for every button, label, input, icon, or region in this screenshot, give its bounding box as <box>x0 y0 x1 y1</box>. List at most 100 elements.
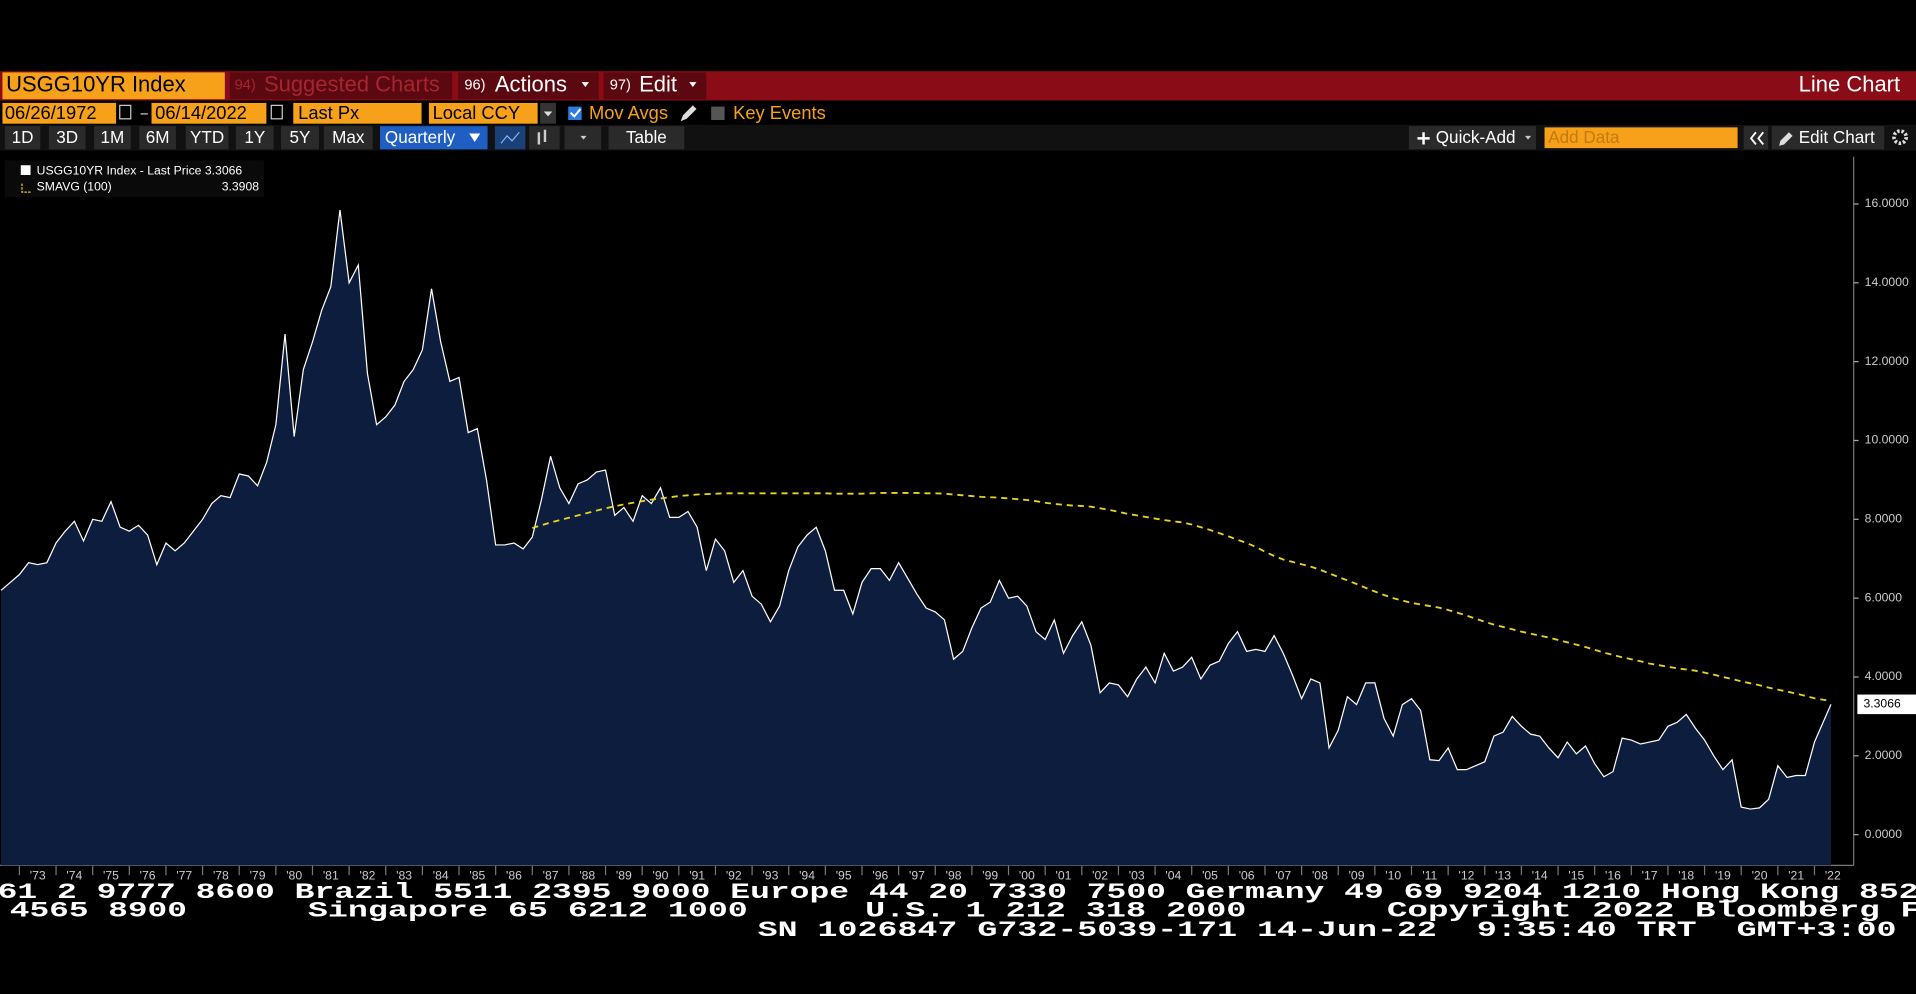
dropdown-arrow <box>580 135 587 140</box>
x-tick-label: '10 <box>1385 869 1401 883</box>
frequency-select[interactable] <box>380 126 488 150</box>
x-tick-label: '80 <box>286 869 302 883</box>
x-tick-label: '85 <box>469 869 485 883</box>
legend-swatch <box>21 183 31 193</box>
period-button[interactable] <box>94 126 131 150</box>
checkbox[interactable] <box>711 106 725 121</box>
y-tick-label: 16.0000 <box>1865 196 1909 210</box>
table: Table <box>626 128 667 147</box>
x-tick-label: '95 <box>836 869 852 883</box>
calendar-icon[interactable] <box>119 104 132 120</box>
menu-label: Actions <box>495 72 567 97</box>
tape-line: 61 2 9777 8600 Brazil 5511 2395 9000 Eur… <box>0 880 1916 905</box>
table-button[interactable] <box>608 126 685 150</box>
x-tick-label: '84 <box>433 869 449 883</box>
x-tick-label: '82 <box>359 869 375 883</box>
x-tick-label: '83 <box>396 869 412 883</box>
period-button[interactable] <box>4 126 41 150</box>
check <box>569 108 582 118</box>
menu-num: 94) <box>235 78 256 94</box>
period-button[interactable] <box>48 126 86 150</box>
period-button[interactable] <box>185 126 229 150</box>
quick-add-button[interactable] <box>1408 126 1536 150</box>
last-price-tag <box>1857 694 1916 715</box>
end-date: 06/14/2022 <box>155 102 247 123</box>
y-tick-label: 14.0000 <box>1865 275 1909 289</box>
period-button[interactable] <box>139 126 176 150</box>
plot: 0.0000 2.0000 4.0000 6.0000 8.0000 10.0000 12.… <box>0 156 1916 883</box>
line-icon-button[interactable] <box>494 126 526 150</box>
pencil-icon[interactable] <box>680 105 697 122</box>
period-label: Max <box>332 128 365 147</box>
y-tick-label: 6.0000 <box>1865 590 1903 604</box>
menu-item[interactable] <box>458 72 599 100</box>
x-tick-label: '15 <box>1568 869 1584 883</box>
date-input[interactable] <box>2 102 117 124</box>
period-label: 3D <box>56 128 78 147</box>
legend-swatch <box>20 165 31 176</box>
x-tick-label: '19 <box>1715 869 1731 883</box>
tape-segment: 4565 8900 <box>10 898 187 923</box>
x-tick-label: '03 <box>1129 869 1145 883</box>
dropdown-arrow <box>689 82 697 88</box>
x-tick-label: '05 <box>1202 869 1218 883</box>
x-tick-label: '11 <box>1422 869 1437 883</box>
legend <box>4 160 264 198</box>
period-button[interactable] <box>323 126 373 150</box>
y-tick-label: 0.0000 <box>1865 827 1903 841</box>
field-input[interactable] <box>293 102 422 124</box>
period-label: 6M <box>146 128 170 147</box>
period-button[interactable] <box>235 126 274 150</box>
quick-add: Quick-Add <box>1436 128 1516 147</box>
legend-entry: SMAVG (100) <box>37 179 112 193</box>
x-tick-label: '77 <box>176 869 192 883</box>
x-tick-label: '18 <box>1678 869 1694 883</box>
chart-kind: Line Chart <box>1799 72 1900 97</box>
gear-icon[interactable] <box>1892 129 1909 146</box>
edit-chart: Edit Chart <box>1799 128 1875 147</box>
period-label: 5Y <box>290 128 312 147</box>
currency-input[interactable] <box>428 102 538 124</box>
menu-num: 96) <box>464 78 485 94</box>
x-tick-label: '14 <box>1532 869 1548 883</box>
pencil-icon <box>1779 132 1793 146</box>
x-tick-label: '00 <box>1019 869 1035 883</box>
legend-entry: USGG10YR Index - Last Price 3.3066 <box>37 164 243 178</box>
period-button[interactable] <box>281 126 319 150</box>
edit-chart-button[interactable] <box>1771 126 1885 150</box>
x-tick-label: '78 <box>213 869 229 883</box>
x-tick-label: '88 <box>579 869 595 883</box>
checkbox[interactable] <box>568 106 582 121</box>
add-data-input[interactable] <box>1544 127 1738 149</box>
menu-item[interactable] <box>229 72 453 100</box>
area <box>1 209 1831 866</box>
x-tick-label: '93 <box>762 869 778 883</box>
x-tick-label: '16 <box>1605 869 1621 883</box>
moving-average-line <box>532 492 1832 702</box>
currency: Local CCY <box>433 102 521 123</box>
frequency: Quarterly <box>385 128 456 147</box>
last-price-label: 3.3066 <box>1863 697 1901 711</box>
menu-label: Edit <box>639 72 677 97</box>
period-label: 1M <box>101 128 125 147</box>
x-tick-label: '74 <box>66 869 82 883</box>
x-tick-label: '96 <box>872 869 888 883</box>
collapse-button[interactable] <box>1743 126 1769 150</box>
date-input[interactable] <box>151 102 267 124</box>
x-tick-label: '99 <box>982 869 998 883</box>
key-events: Key Events <box>733 102 826 123</box>
x-tick-label: '81 <box>323 869 339 883</box>
menu-item[interactable] <box>603 72 707 100</box>
add-data: Add Data <box>1548 128 1620 147</box>
menu-num: 97) <box>610 78 631 94</box>
dropdown-arrow <box>581 82 589 88</box>
x-tick-label: '94 <box>799 869 815 883</box>
calendar-icon[interactable] <box>270 104 283 120</box>
x-tick-label: '09 <box>1349 869 1365 883</box>
x-tick-label: '01 <box>1056 869 1072 883</box>
line-icon <box>500 131 520 144</box>
tape-line: SN 1026847 G732-5039-171 14-Jun-22 9:35:… <box>758 918 1897 943</box>
tape-segment: U.S. 1 212 318 2000 <box>865 898 1246 923</box>
ticker-box[interactable] <box>2 72 225 100</box>
